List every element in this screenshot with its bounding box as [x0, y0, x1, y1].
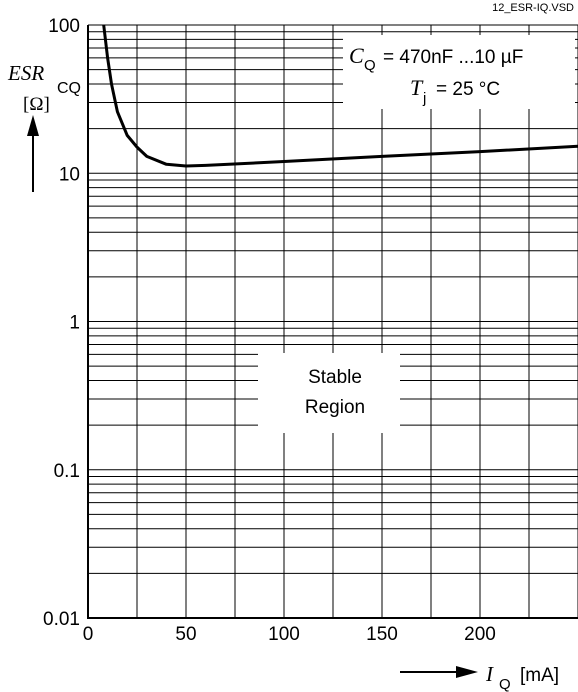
y-axis-unit: [Ω] — [23, 94, 50, 115]
region-box — [258, 353, 400, 433]
x-tick-label: 50 — [175, 624, 196, 645]
x-tick-label: 150 — [366, 624, 398, 645]
annotation-box — [343, 35, 575, 109]
y-axis-label-sub: CQ — [57, 80, 81, 97]
y-tick-label: 10 — [59, 164, 80, 185]
tj-symbol: T — [410, 75, 424, 100]
grid — [88, 24, 578, 619]
tj-sub: j — [422, 90, 426, 107]
cq-sub: Q — [364, 57, 376, 74]
y-axis-arrow-icon — [27, 115, 39, 136]
y-tick-label: 0.01 — [43, 609, 80, 630]
region-label-stable: Stable — [308, 367, 362, 388]
x-axis-arrow-icon — [456, 666, 478, 678]
cq-text: = 470nF ...10 µF — [383, 47, 523, 68]
x-axis-label-sub: Q — [499, 676, 511, 692]
region-label-region: Region — [305, 397, 365, 418]
file-label: 12_ESR-IQ.VSD — [492, 2, 574, 14]
x-tick-label: 100 — [268, 624, 300, 645]
x-tick-label: 200 — [464, 624, 496, 645]
x-tick-labels: 0 50 100 150 200 — [83, 624, 496, 645]
y-tick-labels: 0.01 0.1 1 10 100 — [43, 16, 80, 630]
x-axis-label-main: I — [485, 662, 494, 686]
y-tick-label: 1 — [69, 313, 80, 334]
x-axis-unit: [mA] — [520, 665, 559, 686]
y-axis-label-main: ESR — [7, 61, 44, 85]
y-axis-label: ESR — [7, 61, 44, 85]
cq-symbol: C — [349, 43, 364, 68]
x-tick-label: 0 — [83, 624, 94, 645]
esr-curve — [102, 24, 578, 168]
y-tick-label: 100 — [48, 16, 80, 37]
tj-text: = 25 °C — [436, 79, 500, 100]
y-tick-label: 0.1 — [54, 461, 80, 482]
